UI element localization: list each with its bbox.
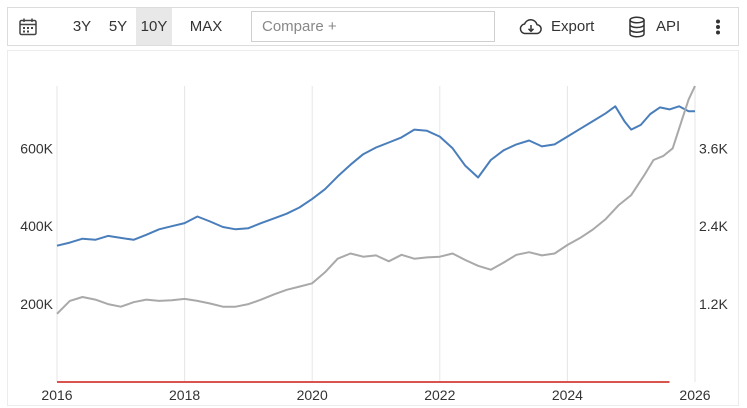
range-max-button[interactable]: MAX [189, 18, 223, 35]
x-tick-label: 2020 [297, 387, 328, 403]
compare-input[interactable] [251, 11, 495, 42]
export-label: Export [551, 18, 595, 35]
left-y-tick-label: 600K [20, 140, 53, 156]
range-10y-button[interactable]: 10Y [136, 8, 172, 45]
line-chart: 2016 2018 2020 2022 2024 2026 200K 400K 600K 1.2K… [20, 85, 728, 403]
chart-area: 2016 2018 2020 2022 2024 2026 200K 400K 600K 1.2K… [7, 50, 739, 406]
export-button[interactable]: Export [518, 8, 618, 45]
x-tick-label: 2026 [679, 387, 710, 403]
series-line-1 [56, 105, 695, 247]
right-y-tick-label: 3.6K [699, 140, 728, 156]
x-tick-label: 2018 [169, 387, 200, 403]
range-5y-button[interactable]: 5Y [108, 18, 128, 35]
cloud-download-icon [519, 18, 542, 35]
api-label: API [656, 18, 681, 35]
x-tick-label: 2024 [552, 387, 583, 403]
more-options-button[interactable] [708, 8, 728, 45]
series-line-2 [56, 85, 696, 315]
calendar-icon [19, 18, 37, 36]
database-icon [629, 16, 645, 38]
vertical-dots-icon [716, 19, 720, 35]
x-tick-label: 2016 [41, 387, 72, 403]
right-y-tick-label: 2.4K [699, 218, 728, 234]
chart-toolbar: 3Y 5Y 10Y MAX Export API [7, 7, 739, 46]
calendar-button[interactable] [18, 8, 40, 45]
right-y-tick-label: 1.2K [699, 296, 728, 312]
left-y-tick-label: 400K [20, 218, 53, 234]
left-y-tick-label: 200K [20, 296, 53, 312]
api-button[interactable]: API [628, 8, 698, 45]
range-3y-button[interactable]: 3Y [72, 18, 92, 35]
x-tick-label: 2022 [424, 387, 455, 403]
